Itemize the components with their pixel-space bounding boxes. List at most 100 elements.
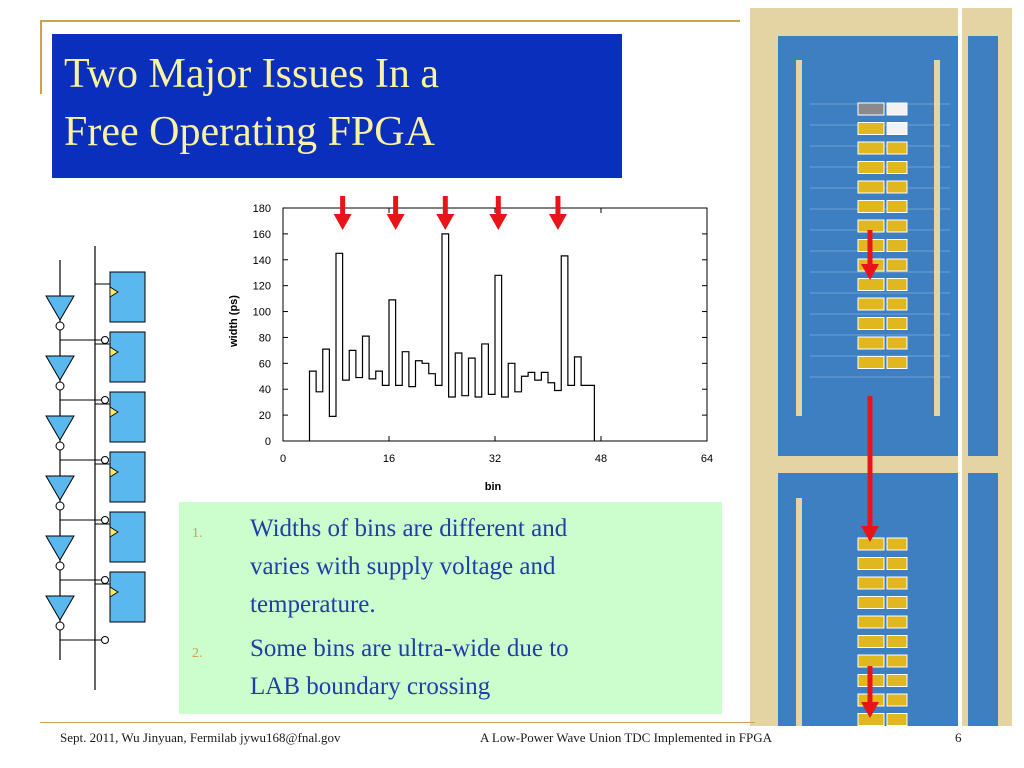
fpga-block-lower-right [968, 473, 998, 726]
lab-cell [857, 576, 885, 590]
buffer-triangle [45, 475, 75, 501]
lab-cell [886, 317, 908, 330]
inverter-bubble [55, 381, 65, 391]
x-tick-label: 32 [489, 453, 501, 465]
tap-bubble [101, 396, 109, 404]
lab-cell [886, 336, 908, 350]
y-tick-label: 60 [259, 358, 271, 370]
y-tick-label: 80 [259, 332, 271, 344]
lab-cell [886, 102, 908, 116]
footer-title: A Low-Power Wave Union TDC Implemented i… [480, 730, 773, 745]
fpga-floorplan-image [750, 8, 1012, 726]
clock-input-marker [109, 466, 119, 478]
red-arrow-head [386, 214, 405, 230]
red-arrow-head [548, 214, 567, 230]
buffer-triangle [45, 535, 75, 561]
y-tick-label: 160 [253, 229, 271, 241]
title-box: Two Major Issues In a Free Operating FPG… [52, 34, 622, 178]
fpga-block-upper-right [968, 36, 998, 456]
lab-cell [857, 297, 885, 311]
lab-cell [886, 180, 908, 194]
lab-cell [886, 635, 908, 648]
inverter-bubble [55, 561, 65, 571]
y-tick-label: 0 [265, 436, 271, 448]
flip-flop-box [109, 331, 146, 383]
lab-cell [886, 122, 908, 135]
series-step-line [308, 233, 595, 441]
inverter-bubble [55, 621, 65, 631]
red-arrow-head [333, 214, 352, 230]
y-tick-label: 120 [253, 281, 271, 293]
note-1-line-2: varies with supply voltage and [250, 553, 556, 580]
tap-bubble [101, 516, 109, 524]
lab-cell [886, 219, 908, 233]
lab-cell [886, 239, 908, 252]
lab-cell [857, 635, 885, 648]
red-arrow-head [489, 214, 508, 230]
note-1-line-3: temperature. [250, 591, 376, 618]
clock-input-marker [109, 286, 119, 298]
tap-bubble [101, 456, 109, 464]
footer-author: Sept. 2011, Wu Jinyuan, Fermilab jywu168… [60, 730, 341, 745]
inverter-bubble [55, 501, 65, 511]
fpga-vertical-bar-right [934, 60, 940, 416]
lab-cell [886, 713, 908, 726]
inverter-bubble [55, 441, 65, 451]
clock-input-marker [109, 526, 119, 538]
lab-cell [886, 615, 908, 629]
delay-line-diagram [45, 246, 146, 690]
y-tick-label: 100 [253, 307, 271, 319]
page-number: 6 [955, 730, 962, 745]
buffer-triangle [45, 355, 75, 381]
lab-cell [886, 297, 908, 311]
x-tick-label: 16 [383, 453, 395, 465]
lab-cell [857, 615, 885, 629]
notes-box: 1. Widths of bins are different and vari… [179, 502, 722, 714]
inverter-bubble [55, 321, 65, 331]
lab-cell [857, 596, 885, 609]
title-line-1: Two Major Issues In a [64, 51, 439, 97]
fpga-red-arrow-head [861, 702, 879, 718]
lab-cell [857, 102, 885, 116]
lab-cell [857, 557, 885, 570]
flip-flop-box [109, 451, 146, 503]
x-tick-label: 48 [595, 453, 607, 465]
lab-cell [886, 576, 908, 590]
fpga-vertical-bar [796, 60, 802, 416]
fpga-vertical-bar-lower [796, 498, 802, 726]
footer-divider [40, 722, 755, 723]
y-tick-label: 40 [259, 384, 271, 396]
tap-bubble [101, 576, 109, 584]
lab-cell [886, 200, 908, 213]
flip-flop-box [109, 271, 146, 323]
lab-cell [886, 161, 908, 174]
clock-input-marker [109, 586, 119, 598]
tap-bubble [101, 336, 109, 344]
red-arrow-head [436, 214, 455, 230]
lab-cell [857, 200, 885, 213]
lab-cell [857, 654, 885, 668]
fpga-white-strip [958, 8, 962, 726]
flip-flop-box [109, 511, 146, 563]
lab-cell [857, 161, 885, 174]
clock-input-marker [109, 346, 119, 358]
note-2-number: 2. [192, 646, 203, 661]
lab-cell [857, 317, 885, 330]
title-line-2: Free Operating FPGA [64, 109, 435, 155]
x-tick-label: 0 [280, 453, 286, 465]
note-2-line-1: Some bins are ultra-wide due to [250, 635, 569, 662]
lab-cell [857, 180, 885, 194]
flip-flop-box [109, 391, 146, 443]
x-axis-label: bin [485, 481, 502, 493]
fpga-red-arrow-head [861, 264, 879, 280]
lab-cell [857, 278, 885, 291]
bin-width-histogram: width (ps) bin 0 20 40 60 80 100 120 140 160 180 0… [228, 196, 713, 493]
y-tick-label: 20 [259, 410, 271, 422]
lab-cell [857, 141, 885, 155]
clock-input-marker [109, 406, 119, 418]
lab-cell [886, 674, 908, 687]
note-2-line-2: LAB boundary crossing [250, 673, 491, 700]
buffer-triangle [45, 595, 75, 621]
lab-cell [857, 336, 885, 350]
y-tick-label: 140 [253, 255, 271, 267]
